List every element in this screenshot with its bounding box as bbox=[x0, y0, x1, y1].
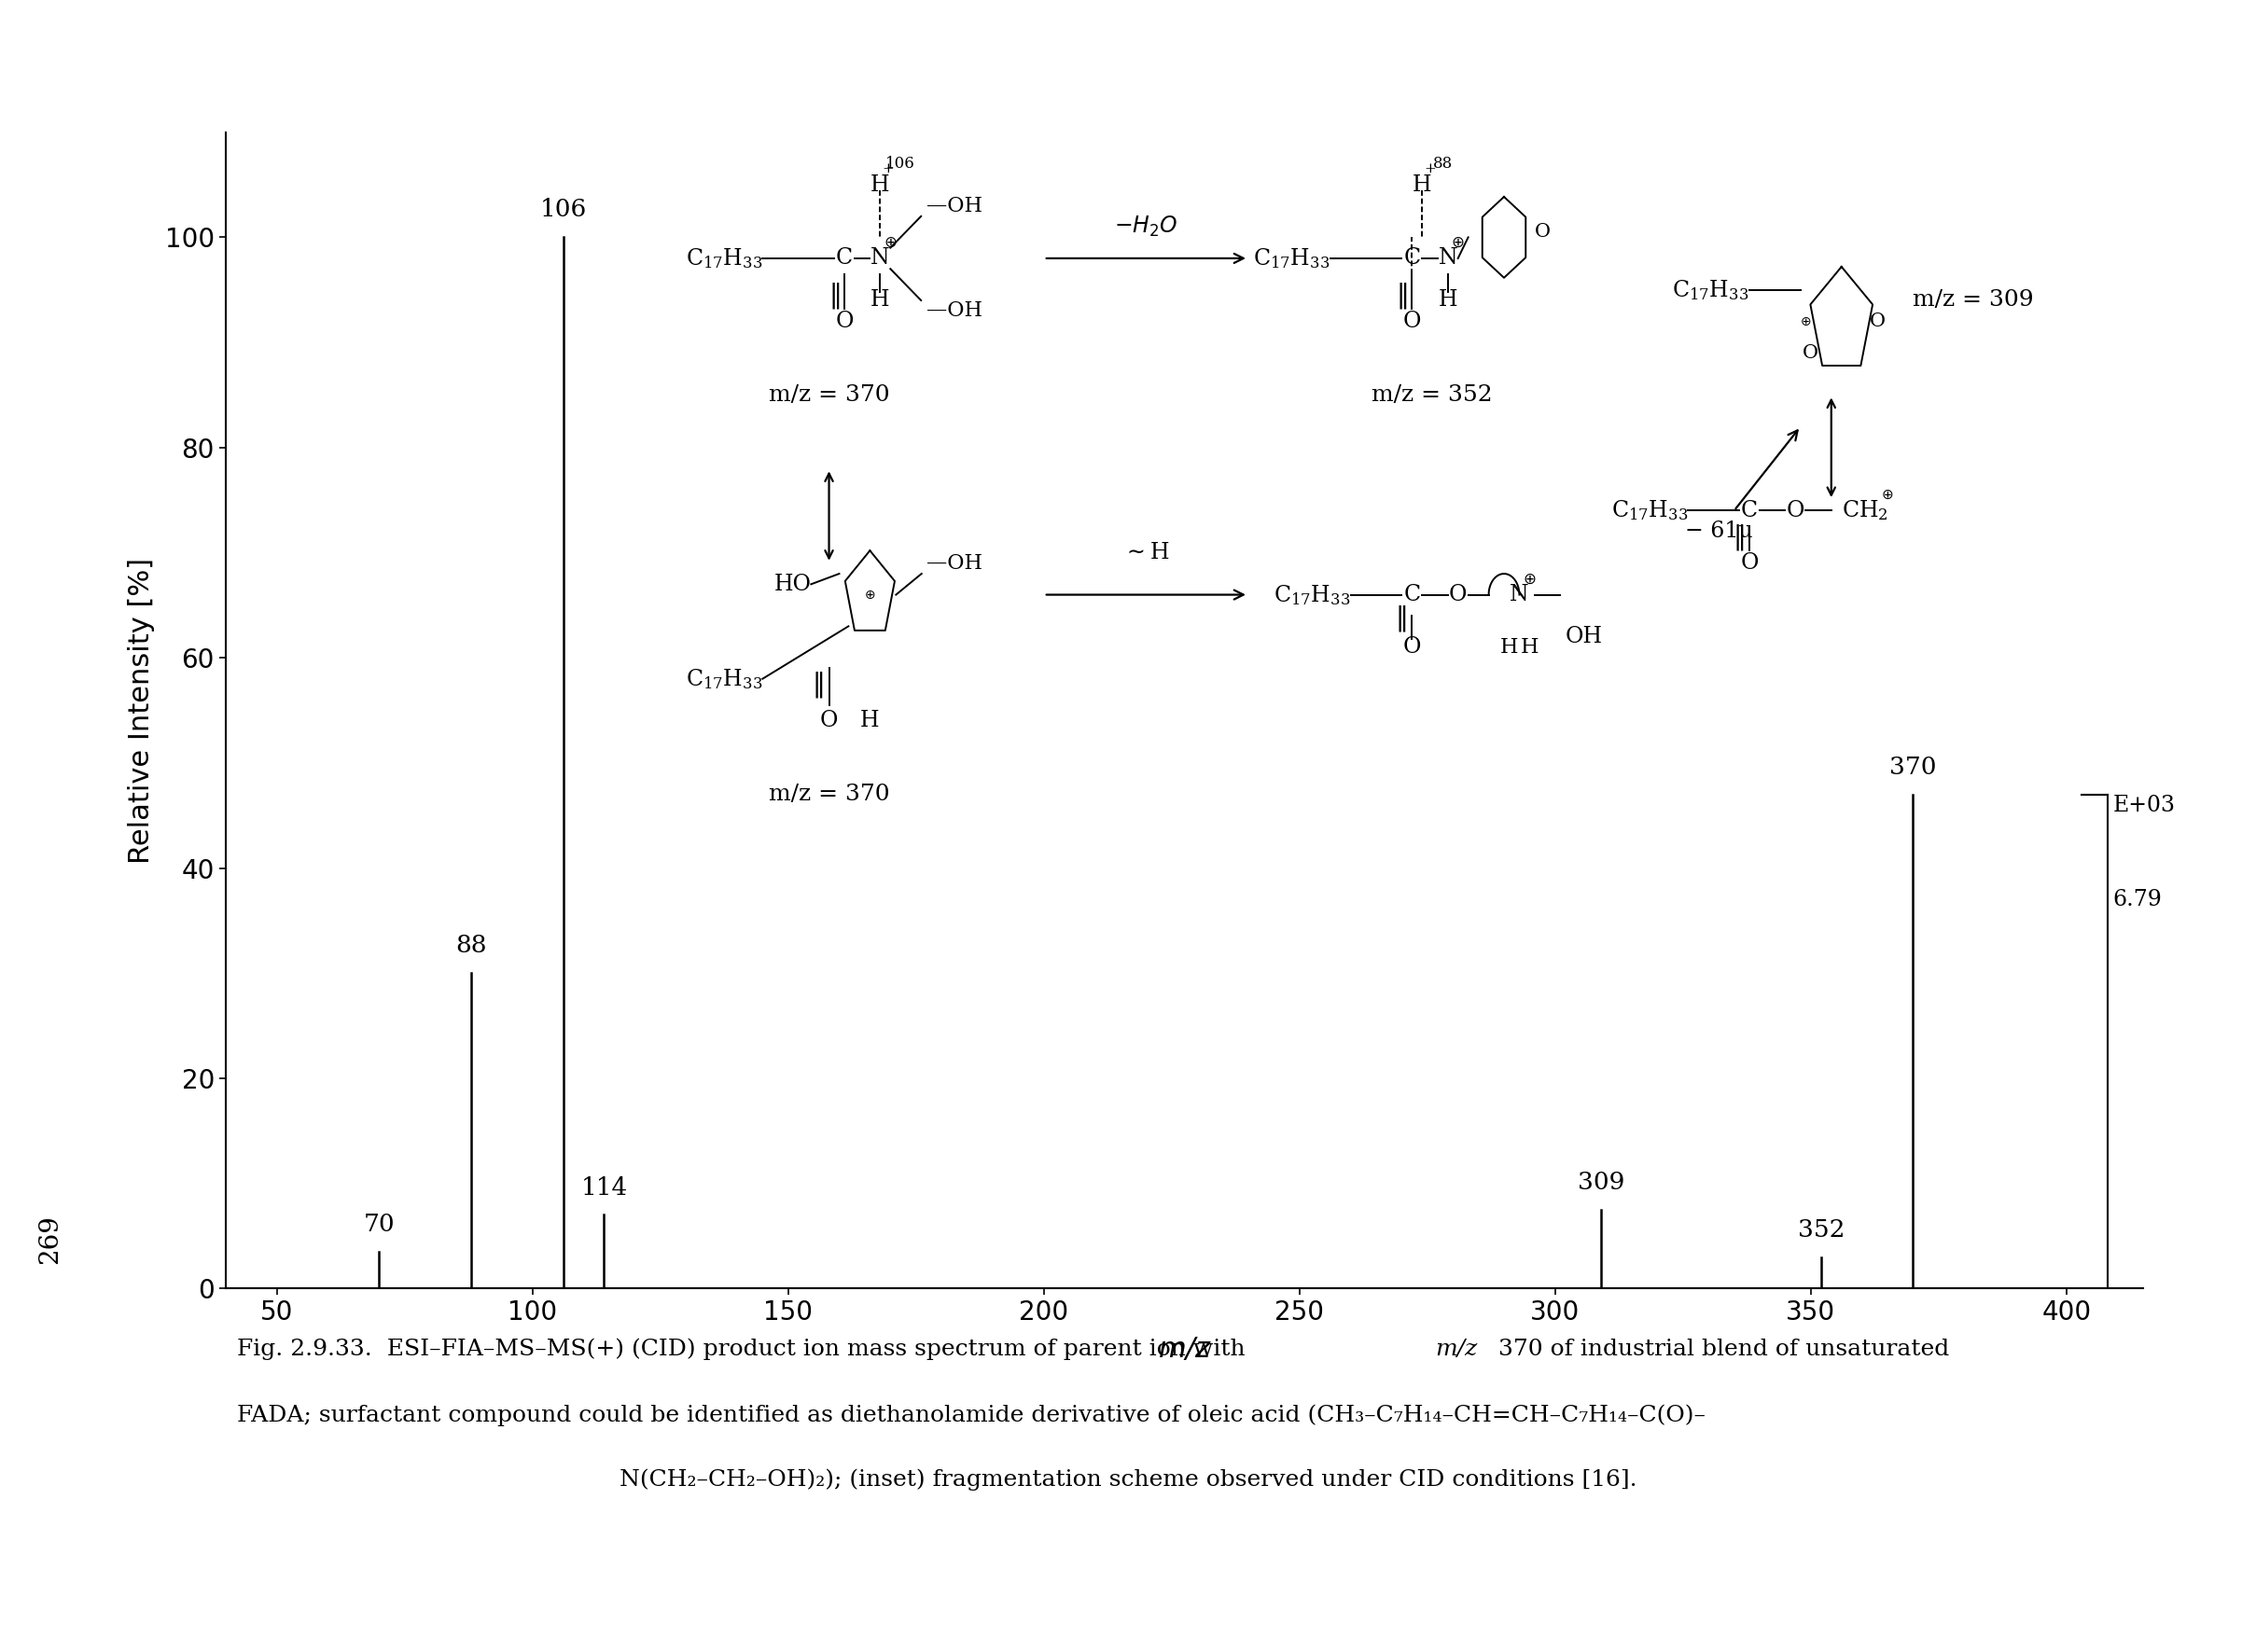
Text: H: H bbox=[871, 173, 889, 195]
Text: C: C bbox=[837, 248, 853, 269]
Text: m/z = 352: m/z = 352 bbox=[1372, 385, 1493, 406]
Text: $\oplus$: $\oplus$ bbox=[1800, 316, 1812, 327]
Text: O: O bbox=[1534, 223, 1550, 241]
Text: FADA; surfactant compound could be identified as diethanolamide derivative of ol: FADA; surfactant compound could be ident… bbox=[237, 1404, 1706, 1426]
Text: HO: HO bbox=[774, 573, 812, 595]
Text: 269: 269 bbox=[36, 1214, 63, 1264]
Text: − 61u: − 61u bbox=[1685, 520, 1753, 542]
Text: 370: 370 bbox=[1891, 755, 1936, 778]
Text: H: H bbox=[860, 710, 880, 732]
Text: C: C bbox=[1742, 501, 1757, 522]
Text: $\mathregular{C_{17}H_{33}}$: $\mathregular{C_{17}H_{33}}$ bbox=[686, 246, 763, 271]
Text: m/z = 370: m/z = 370 bbox=[769, 783, 889, 805]
Text: 106: 106 bbox=[887, 155, 916, 172]
Text: $\mathregular{C_{17}H_{33}}$: $\mathregular{C_{17}H_{33}}$ bbox=[1252, 246, 1331, 271]
Text: O: O bbox=[1403, 636, 1421, 657]
Text: $\oplus$: $\oplus$ bbox=[1451, 235, 1464, 251]
Text: $\mathregular{C_{17}H_{33}}$: $\mathregular{C_{17}H_{33}}$ bbox=[686, 667, 763, 691]
Text: 88: 88 bbox=[1433, 155, 1453, 172]
Text: N: N bbox=[1437, 248, 1457, 269]
Text: $\sim$H: $\sim$H bbox=[1123, 542, 1169, 563]
Text: C: C bbox=[1403, 585, 1421, 605]
Text: ‖: ‖ bbox=[1394, 605, 1408, 631]
Text: —OH: —OH bbox=[927, 195, 981, 216]
Text: 114: 114 bbox=[580, 1176, 627, 1199]
Text: +: + bbox=[1424, 162, 1435, 175]
Text: H: H bbox=[1500, 638, 1518, 657]
Y-axis label: Relative Intensity [%]: Relative Intensity [%] bbox=[129, 557, 156, 864]
Text: O: O bbox=[1448, 585, 1466, 605]
Text: O: O bbox=[1870, 312, 1886, 330]
Text: ‖: ‖ bbox=[1396, 282, 1410, 309]
Text: $\mathregular{C_{17}H_{33}}$: $\mathregular{C_{17}H_{33}}$ bbox=[1611, 499, 1687, 522]
Text: H: H bbox=[1437, 289, 1457, 311]
Text: O: O bbox=[1739, 552, 1757, 573]
Text: N: N bbox=[1509, 585, 1530, 605]
Text: $\mathregular{C_{17}H_{33}}$: $\mathregular{C_{17}H_{33}}$ bbox=[1672, 278, 1748, 302]
Text: —OH: —OH bbox=[927, 301, 981, 320]
Text: 70: 70 bbox=[363, 1213, 395, 1236]
Text: +: + bbox=[882, 162, 893, 175]
Text: $\oplus$: $\oplus$ bbox=[1523, 570, 1536, 588]
Text: N(CH₂–CH₂–OH)₂); (inset) fragmentation scheme observed under CID conditions [16]: N(CH₂–CH₂–OH)₂); (inset) fragmentation s… bbox=[618, 1469, 1638, 1490]
Text: OH: OH bbox=[1566, 626, 1602, 648]
Text: ‖: ‖ bbox=[812, 671, 826, 697]
Text: $-H_2O$: $-H_2O$ bbox=[1114, 215, 1178, 240]
Text: E+03: E+03 bbox=[2112, 795, 2175, 816]
Text: m/z = 370: m/z = 370 bbox=[769, 385, 889, 406]
Text: 106: 106 bbox=[539, 198, 587, 221]
Text: O: O bbox=[1803, 344, 1818, 362]
Text: m/z: m/z bbox=[1435, 1338, 1478, 1360]
Text: N: N bbox=[871, 248, 889, 269]
Text: H: H bbox=[871, 289, 889, 311]
Text: C: C bbox=[1403, 248, 1421, 269]
X-axis label: m/z: m/z bbox=[1157, 1336, 1211, 1363]
Text: O: O bbox=[819, 710, 837, 732]
Text: 352: 352 bbox=[1798, 1218, 1845, 1241]
Text: $\oplus$: $\oplus$ bbox=[1882, 487, 1893, 502]
Text: m/z = 309: m/z = 309 bbox=[1913, 289, 2035, 311]
Text: $\oplus$: $\oplus$ bbox=[884, 235, 898, 251]
Text: 88: 88 bbox=[456, 933, 487, 958]
Text: O: O bbox=[1787, 501, 1805, 522]
Text: —OH: —OH bbox=[927, 553, 984, 573]
Text: $\mathregular{CH_2}$: $\mathregular{CH_2}$ bbox=[1841, 499, 1888, 522]
Text: O: O bbox=[835, 311, 853, 332]
Text: H: H bbox=[1412, 173, 1433, 195]
Text: 309: 309 bbox=[1577, 1171, 1624, 1194]
Text: $\oplus$: $\oplus$ bbox=[864, 588, 875, 601]
Text: ‖: ‖ bbox=[828, 282, 841, 309]
Text: Fig. 2.9.33.  ESI–FIA–MS–MS(+) (CID) product ion mass spectrum of parent ion wit: Fig. 2.9.33. ESI–FIA–MS–MS(+) (CID) prod… bbox=[237, 1338, 1252, 1360]
Text: 370 of industrial blend of unsaturated: 370 of industrial blend of unsaturated bbox=[1491, 1338, 1949, 1360]
Text: O: O bbox=[1403, 311, 1421, 332]
Text: H: H bbox=[1521, 638, 1539, 657]
Text: 6.79: 6.79 bbox=[2112, 889, 2161, 910]
Text: $\mathregular{C_{17}H_{33}}$: $\mathregular{C_{17}H_{33}}$ bbox=[1275, 583, 1351, 606]
Text: ‖: ‖ bbox=[1733, 524, 1746, 550]
